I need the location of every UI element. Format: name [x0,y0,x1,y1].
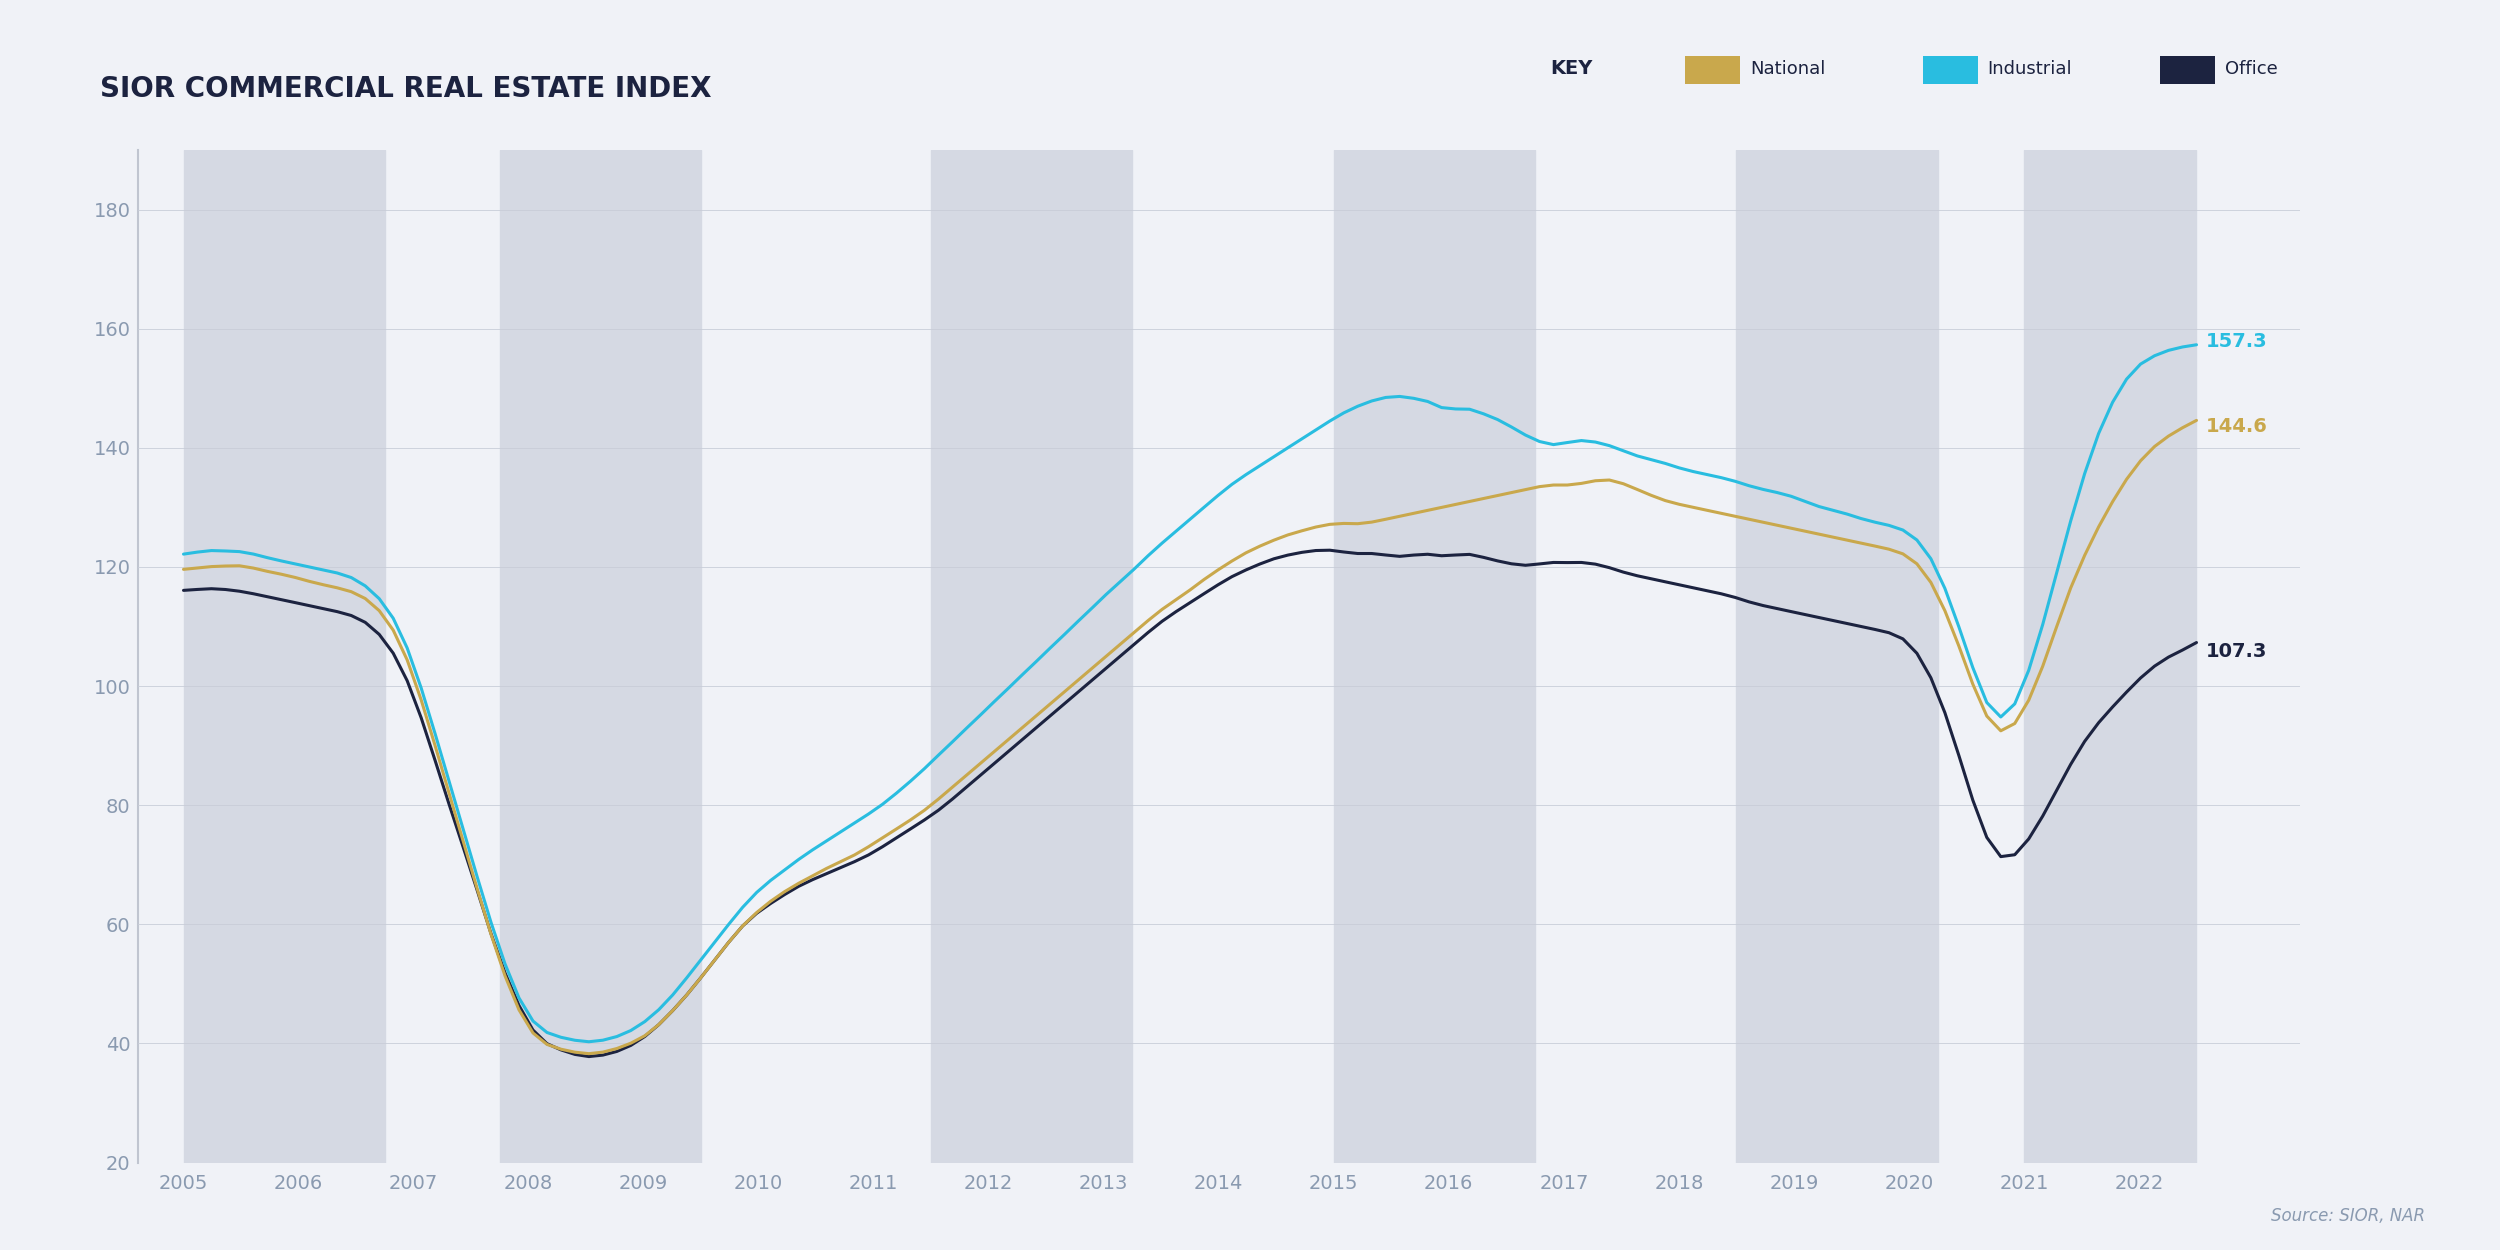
Bar [500,150,700,1162]
Text: 107.3: 107.3 [2205,642,2268,661]
Text: 144.6: 144.6 [2205,416,2268,436]
Bar [182,150,385,1162]
Bar [2025,150,2198,1162]
Bar [1335,150,1535,1162]
Bar [930,150,1132,1162]
Text: Office: Office [2225,60,2278,78]
Text: KEY: KEY [1550,59,1592,79]
Text: Source: SIOR, NAR: Source: SIOR, NAR [2270,1208,2425,1225]
Bar [1737,150,1938,1162]
Text: SIOR COMMERCIAL REAL ESTATE INDEX: SIOR COMMERCIAL REAL ESTATE INDEX [100,75,712,102]
Text: National: National [1750,60,1825,78]
Text: Industrial: Industrial [1988,60,2072,78]
Text: 157.3: 157.3 [2205,332,2268,351]
